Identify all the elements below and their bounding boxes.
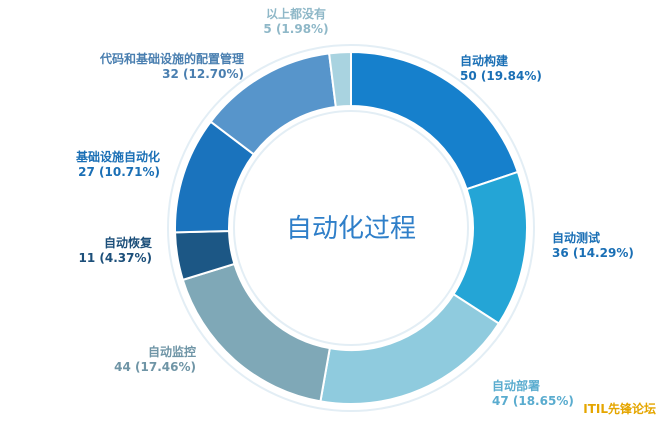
slice-label-value: 27 (10.71%) xyxy=(78,165,160,179)
slice-label-name: 自动恢复 xyxy=(104,235,153,250)
center-title: 自动化过程 xyxy=(286,214,416,244)
slice-7 xyxy=(327,50,352,109)
inner-ring xyxy=(233,110,469,346)
watermark: ITIL先锋论坛 xyxy=(583,402,656,416)
slice-label-name: 代码和基础设施的配置管理 xyxy=(99,51,244,66)
slice-label-name: 基础设施自动化 xyxy=(75,149,160,164)
slice-label-value: 44 (17.46%) xyxy=(114,360,196,374)
slice-label-name: 自动测试 xyxy=(552,230,600,245)
slices-group xyxy=(174,50,528,405)
slice-3 xyxy=(181,262,331,403)
slice-2 xyxy=(319,292,501,405)
slice-label-value: 11 (4.37%) xyxy=(79,251,152,265)
slice-label-value: 5 (1.98%) xyxy=(263,22,328,36)
slice-label-value: 32 (12.70%) xyxy=(162,67,244,81)
slice-label-value: 36 (14.29%) xyxy=(552,246,634,260)
slice-label-name: 自动构建 xyxy=(460,53,509,68)
outer-ring xyxy=(167,44,535,412)
slice-label-name: 自动部署 xyxy=(492,378,540,393)
slice-label-value: 50 (19.84%) xyxy=(460,69,542,83)
slice-label-name: 以上都没有 xyxy=(266,6,326,21)
slice-label-value: 47 (18.65%) xyxy=(492,394,574,408)
slice-label-name: 自动监控 xyxy=(148,344,196,359)
